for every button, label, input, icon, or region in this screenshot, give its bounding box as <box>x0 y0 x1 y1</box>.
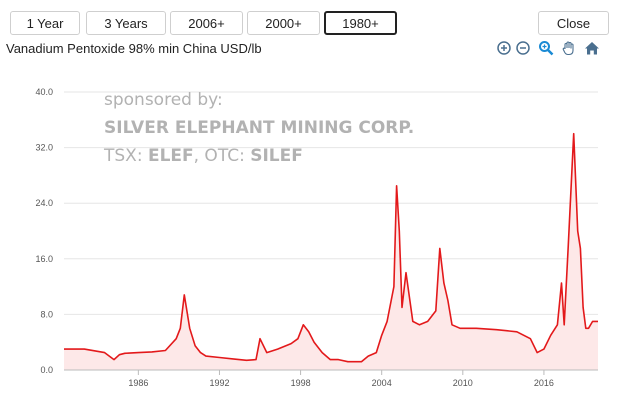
series-area <box>64 133 598 370</box>
y-tick-label: 40.0 <box>35 87 53 97</box>
y-tick-label: 16.0 <box>35 254 53 264</box>
range-button-1980-plus[interactable]: 1980+ <box>324 11 397 35</box>
chart-title: Vanadium Pentoxide 98% min China USD/lb <box>6 41 262 56</box>
x-tick-label: 2010 <box>453 378 473 388</box>
x-tick-label: 1986 <box>128 378 148 388</box>
range-button-2000-plus[interactable]: 2000+ <box>247 11 320 35</box>
x-tick-label: 2004 <box>372 378 392 388</box>
sponsor-watermark: sponsored by: SILVER ELEPHANT MINING COR… <box>103 90 414 166</box>
x-tick-label: 2016 <box>534 378 554 388</box>
pan-hand-icon[interactable] <box>561 40 577 56</box>
y-tick-label: 8.0 <box>40 309 53 319</box>
x-tick-label: 1998 <box>291 378 311 388</box>
y-tick-label: 24.0 <box>35 198 53 208</box>
range-button-1-year[interactable]: 1 Year <box>10 11 80 35</box>
series-line <box>64 132 598 363</box>
zoom-out-icon[interactable] <box>515 40 531 56</box>
series-layer <box>64 132 598 370</box>
zoom-in-icon[interactable] <box>496 40 512 56</box>
magnifier-icon[interactable] <box>538 40 554 56</box>
sponsor-company-name: SILVER ELEPHANT MINING CORP. <box>104 118 414 138</box>
axis-layer: 0.0 8.0 16.0 24.0 32.0 40.0 1986 1992 1998 2004 20… <box>35 87 598 388</box>
close-button[interactable]: Close <box>538 11 609 35</box>
range-button-2006-plus[interactable]: 2006+ <box>170 11 243 35</box>
price-chart: sponsored by: SILVER ELEPHANT MINING COR… <box>35 87 598 388</box>
x-tick-label: 1992 <box>209 378 229 388</box>
range-button-3-years[interactable]: 3 Years <box>86 11 166 35</box>
home-icon[interactable] <box>584 40 600 56</box>
y-tick-label: 32.0 <box>35 143 53 153</box>
y-tick-label: 0.0 <box>40 365 53 375</box>
sponsor-tickers: TSX: ELEF, OTC: SILEF <box>103 146 303 166</box>
sponsor-line-1: sponsored by: <box>104 90 223 110</box>
